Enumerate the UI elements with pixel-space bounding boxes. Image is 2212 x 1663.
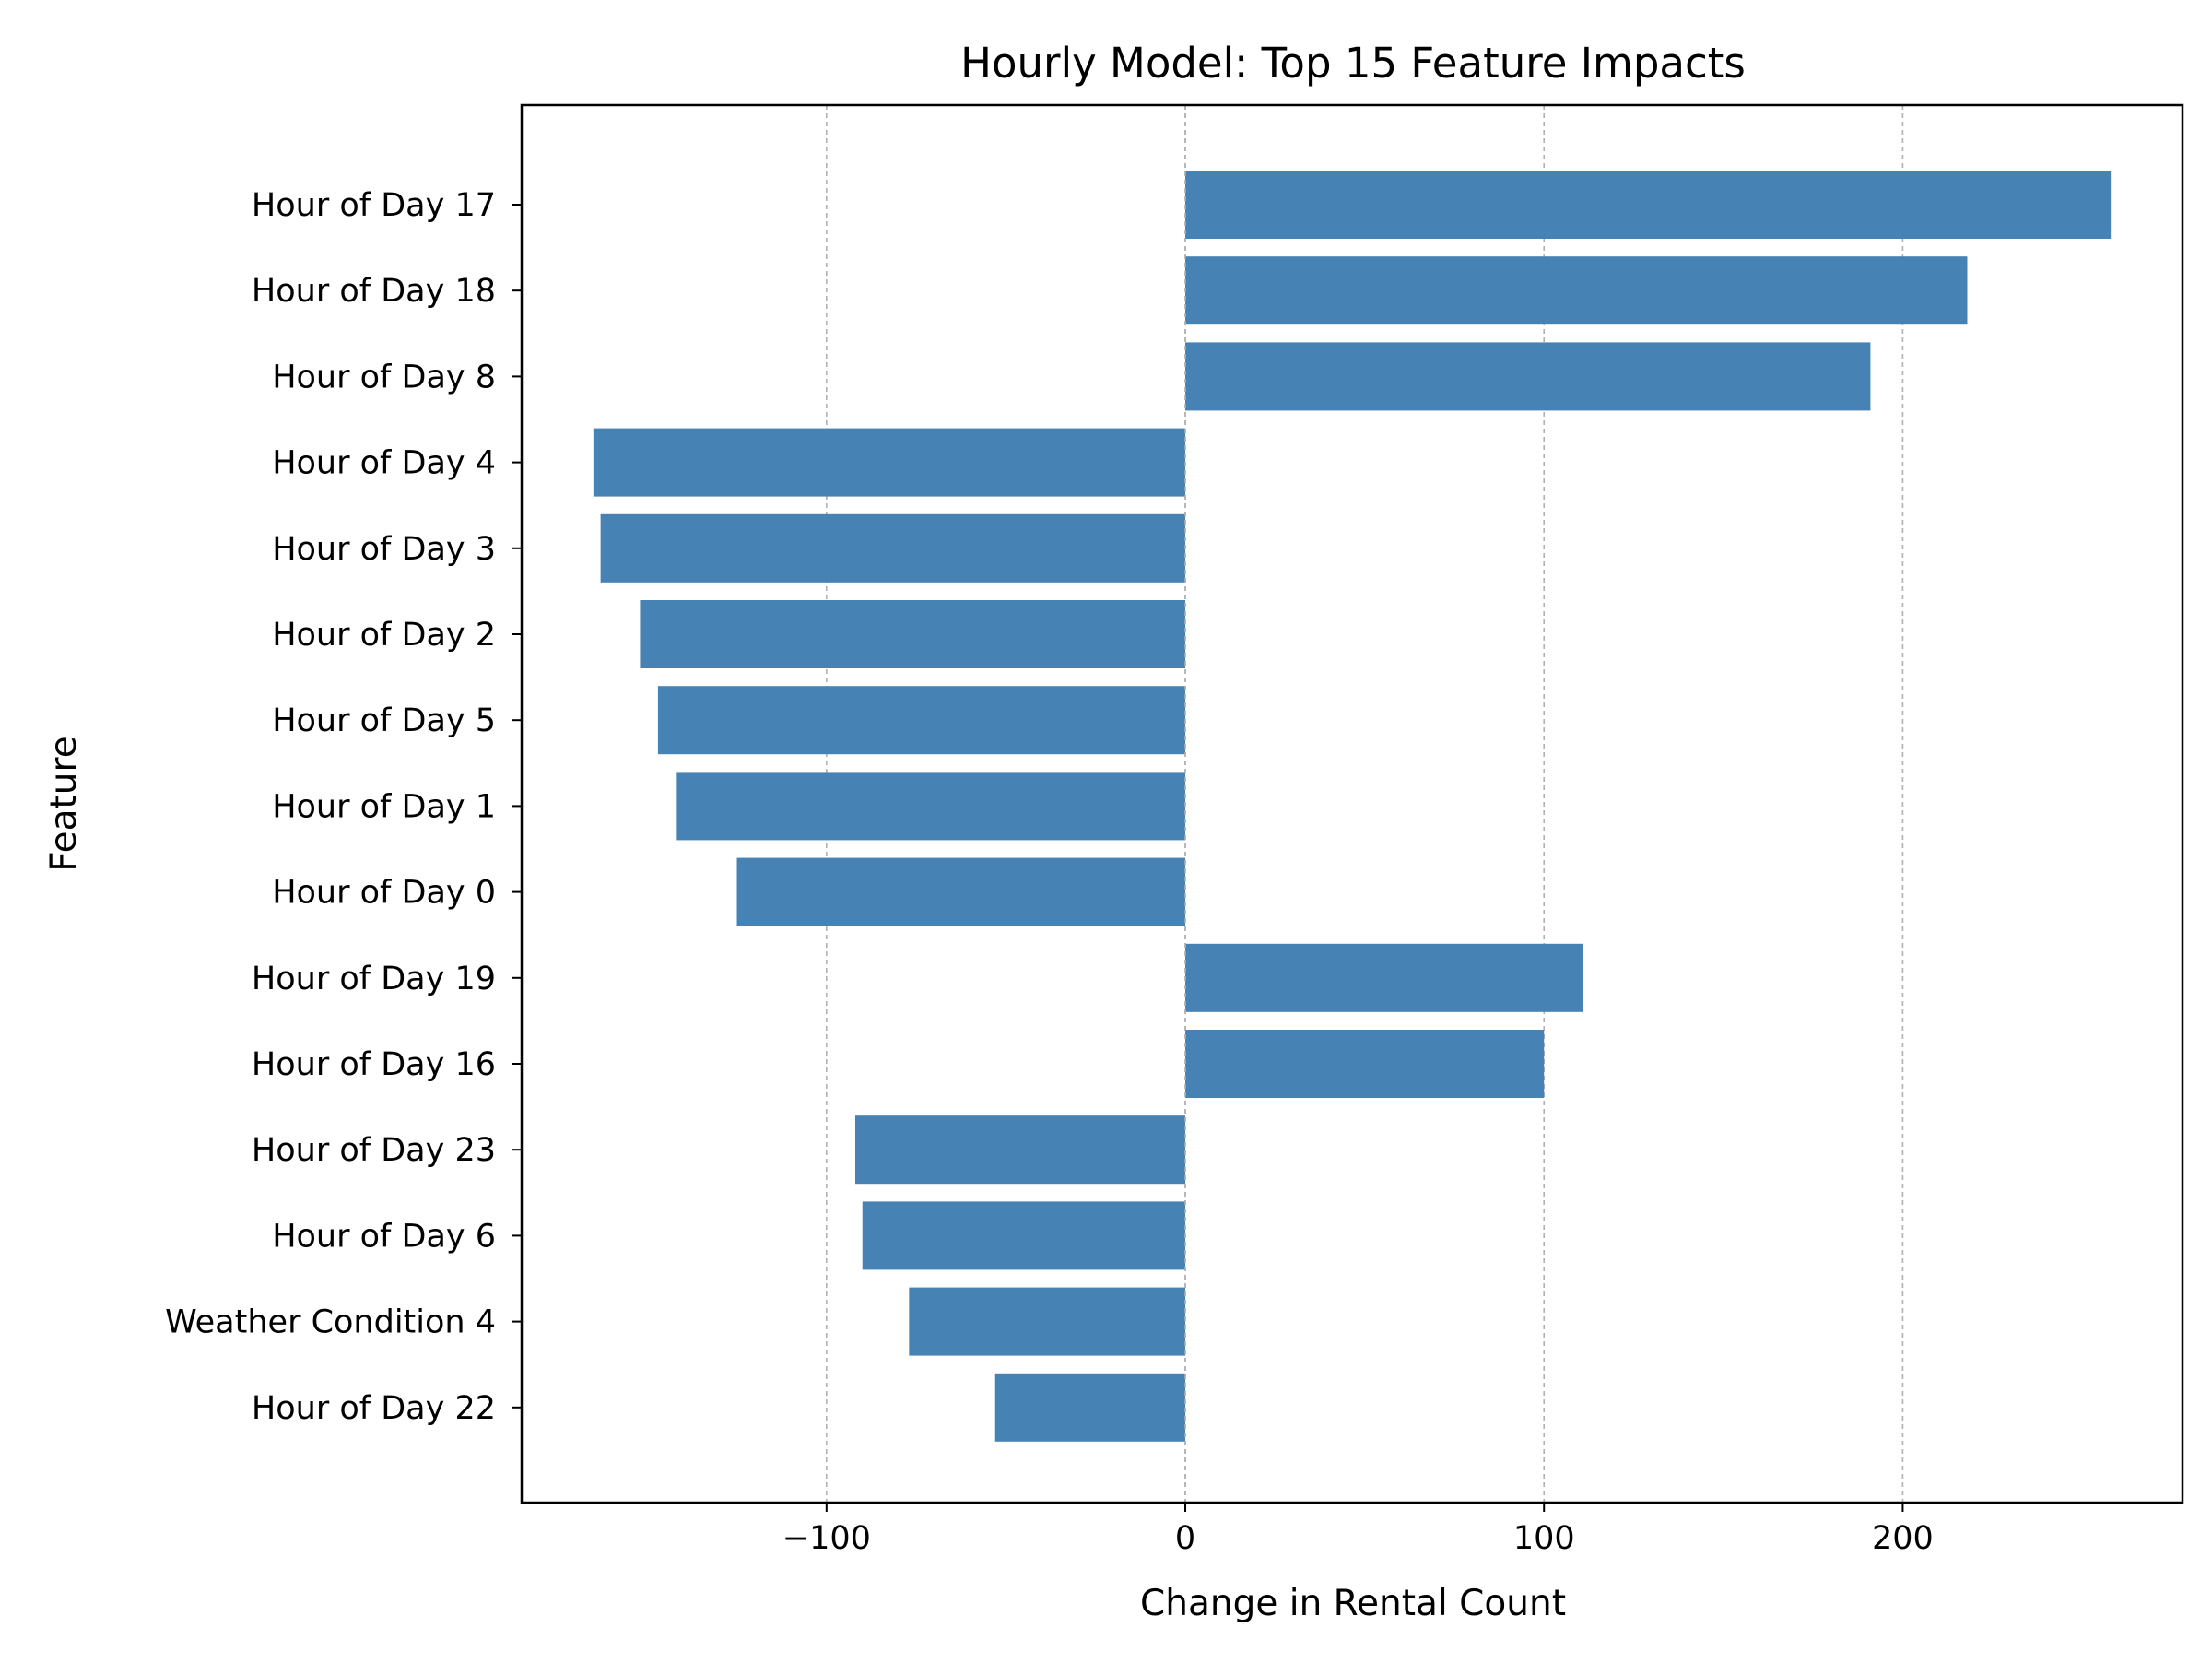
y-tick-label: Hour of Day 18 (252, 273, 496, 310)
bar (1185, 256, 1968, 325)
y-tick-label: Hour of Day 6 (272, 1218, 496, 1255)
plot-frame (520, 103, 2184, 1504)
bar (657, 686, 1186, 755)
x-tick-label: 0 (1175, 1520, 1195, 1557)
y-tick-label: Hour of Day 16 (252, 1046, 496, 1083)
y-tick-label: Hour of Day 8 (272, 359, 496, 395)
y-tick-label: Weather Condition 4 (165, 1304, 496, 1341)
y-tick-label: Hour of Day 23 (252, 1132, 496, 1169)
bar (1185, 171, 2112, 239)
y-tick-label: Hour of Day 1 (272, 788, 496, 825)
bar (593, 428, 1186, 497)
bar (854, 1115, 1186, 1185)
y-axis-ticks: Hour of Day 17 Hour of Day 18 Hour of Day … (165, 187, 522, 1427)
bar (909, 1287, 1186, 1356)
x-tick-label: 100 (1513, 1520, 1575, 1557)
y-tick-label: Hour of Day 0 (272, 875, 496, 912)
bar (994, 1373, 1186, 1442)
x-axis-label: Change in Rental Count (1140, 1583, 1566, 1624)
bar (600, 513, 1186, 583)
bar (640, 600, 1186, 668)
bar (736, 857, 1186, 926)
y-tick-label: Hour of Day 2 (272, 617, 496, 654)
bar (1185, 342, 1871, 411)
y-tick-label: Hour of Day 4 (272, 445, 496, 482)
y-tick-label: Hour of Day 5 (272, 702, 496, 739)
bar (1185, 943, 1584, 1012)
y-tick-label: Hour of Day 22 (252, 1390, 496, 1427)
bar (1185, 1030, 1545, 1098)
chart-title: Hourly Model: Top 15 Feature Impacts (960, 39, 1746, 88)
x-tick-label: 200 (1872, 1520, 1934, 1557)
x-tick-label: −100 (782, 1520, 871, 1557)
x-axis-ticks: −100 0 100 200 (782, 1503, 1934, 1557)
y-tick-label: Hour of Day 3 (272, 531, 496, 568)
bar (676, 772, 1186, 841)
bar (862, 1201, 1186, 1270)
y-axis-label: Feature (43, 736, 85, 871)
y-tick-label: Hour of Day 19 (252, 961, 496, 997)
y-tick-label: Hour of Day 17 (252, 187, 496, 224)
bars (593, 171, 2112, 1442)
